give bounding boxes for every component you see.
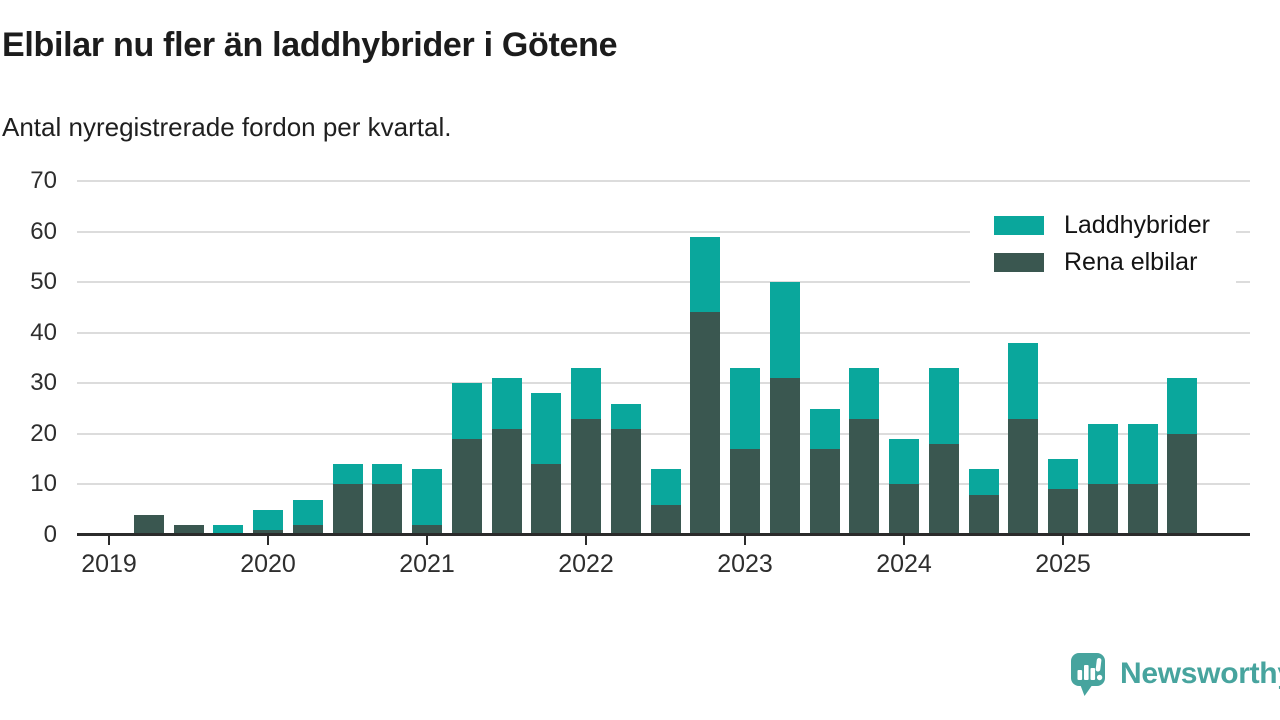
bar-segment-2020-q2-rena-elbilar — [292, 524, 323, 535]
legend-item-laddhybrider: Laddhybrider — [994, 210, 1236, 240]
bar-segment-2020-q3-rena-elbilar — [332, 484, 363, 535]
bar-segment-2024-q1-laddhybrider — [889, 438, 919, 485]
bar-segment-2021-q4-laddhybrider — [531, 393, 562, 465]
legend-label-rena-elbilar: Rena elbilar — [1064, 248, 1198, 276]
bar-segment-2019-q4-laddhybrider — [213, 524, 244, 535]
bar-segment-2025-q3-rena-elbilar — [1127, 484, 1158, 535]
bar-segment-2019-q2-rena-elbilar — [133, 514, 164, 535]
x-axis-tick — [1062, 536, 1064, 545]
bar-segment-2023-q2-rena-elbilar — [769, 378, 800, 535]
legend-swatch-laddhybrider-icon — [994, 215, 1044, 235]
bar-segment-2023-q1-laddhybrider — [730, 368, 760, 450]
x-axis-label: 2022 — [558, 550, 614, 578]
y-axis-label: 60 — [30, 217, 57, 245]
legend-swatch-rena-elbilar-icon — [994, 252, 1044, 272]
bar-segment-2023-q2-laddhybrider — [769, 282, 800, 379]
x-axis-label: 2023 — [717, 550, 773, 578]
bar-segment-2024-q4-rena-elbilar — [1008, 418, 1039, 535]
bar-segment-2025-q2-laddhybrider — [1087, 423, 1118, 485]
bar-segment-2023-q4-rena-elbilar — [849, 418, 880, 535]
bar-segment-2023-q1-rena-elbilar — [730, 449, 760, 535]
bar-segment-2022-q1-rena-elbilar — [571, 418, 601, 535]
gridline — [77, 180, 1250, 182]
x-axis-tick — [108, 536, 110, 545]
x-axis-label: 2020 — [240, 550, 296, 578]
bar-segment-2021-q3-rena-elbilar — [491, 428, 522, 535]
bar-segment-2024-q1-rena-elbilar — [889, 484, 919, 535]
bar-segment-2024-q2-laddhybrider — [928, 368, 959, 444]
bar-segment-2025-q1-laddhybrider — [1048, 459, 1078, 490]
x-axis-line — [77, 533, 1250, 536]
x-axis-label: 2019 — [81, 550, 137, 578]
y-axis-label: 0 — [43, 521, 57, 548]
bar-segment-2019-q3-rena-elbilar — [173, 524, 204, 535]
gridline — [77, 432, 1250, 435]
bar-segment-2022-q2-rena-elbilar — [610, 428, 641, 535]
legend-item-rena-elbilar: Rena elbilar — [994, 247, 1236, 277]
bar-segment-2022-q4-laddhybrider — [690, 236, 721, 313]
bar-segment-2025-q4-rena-elbilar — [1167, 433, 1198, 535]
bar-segment-2023-q3-rena-elbilar — [809, 449, 840, 535]
gridline — [77, 331, 1250, 334]
bar-segment-2022-q3-rena-elbilar — [650, 504, 681, 535]
y-axis-label: 50 — [30, 268, 57, 296]
bar-segment-2021-q4-rena-elbilar — [531, 464, 562, 535]
bar-segment-2020-q4-rena-elbilar — [372, 484, 403, 535]
bar-segment-2023-q4-laddhybrider — [849, 368, 880, 419]
bar-segment-2020-q2-laddhybrider — [292, 499, 323, 525]
y-axis-label: 20 — [30, 419, 57, 447]
gridline — [77, 230, 1250, 233]
chart-legend: Laddhybrider Rena elbilar — [970, 196, 1236, 284]
bar-segment-2021-q1-rena-elbilar — [412, 524, 442, 535]
x-axis-label: 2025 — [1035, 550, 1091, 578]
gridline — [77, 281, 1250, 284]
bar-segment-2024-q4-laddhybrider — [1008, 342, 1039, 419]
x-axis-tick — [267, 536, 269, 545]
bar-segment-2020-q3-laddhybrider — [332, 464, 363, 485]
bar-segment-2024-q2-rena-elbilar — [928, 443, 959, 535]
bar-segment-2020-q1-laddhybrider — [253, 509, 283, 530]
newsworthy-brand-name: Newsworthy — [1120, 657, 1280, 690]
bar-segment-2022-q2-laddhybrider — [610, 403, 641, 429]
bar-segment-2021-q2-laddhybrider — [451, 383, 482, 439]
bar-segment-2022-q4-rena-elbilar — [690, 312, 721, 535]
bar-segment-2021-q1-laddhybrider — [412, 469, 442, 525]
bar-segment-2020-q1-rena-elbilar — [253, 529, 283, 535]
bar-segment-2024-q3-laddhybrider — [968, 469, 999, 495]
x-axis-label: 2021 — [399, 550, 455, 578]
newsworthy-logo-icon — [1071, 653, 1105, 696]
bar-segment-2025-q4-laddhybrider — [1167, 378, 1198, 434]
chart-title: Elbilar nu fler än laddhybrider i Götene — [2, 26, 618, 64]
x-axis-tick — [903, 536, 905, 545]
x-axis-tick — [426, 536, 428, 545]
y-axis-label: 10 — [30, 470, 57, 498]
newsworthy-brand-link[interactable]: Newsworthy — [1070, 650, 1280, 698]
chart-subtitle: Antal nyregistrerade fordon per kvartal. — [2, 112, 452, 142]
bar-segment-2025-q1-rena-elbilar — [1048, 489, 1078, 535]
gridline — [77, 382, 1250, 385]
y-axis-label: 40 — [30, 318, 57, 346]
bar-segment-2024-q3-rena-elbilar — [968, 494, 999, 535]
y-axis-label: 70 — [30, 167, 57, 194]
bar-segment-2021-q2-rena-elbilar — [451, 438, 482, 535]
legend-label-laddhybrider: Laddhybrider — [1064, 211, 1210, 239]
x-axis-tick — [744, 536, 746, 545]
x-axis-label: 2024 — [876, 550, 932, 578]
bar-segment-2022-q1-laddhybrider — [571, 368, 601, 419]
bar-segment-2025-q2-rena-elbilar — [1087, 484, 1118, 535]
x-axis-tick — [585, 536, 587, 545]
bar-segment-2021-q3-laddhybrider — [491, 378, 522, 429]
y-axis-label: 30 — [30, 369, 57, 397]
bar-segment-2022-q3-laddhybrider — [650, 469, 681, 505]
bar-segment-2020-q4-laddhybrider — [372, 464, 403, 485]
bar-segment-2023-q3-laddhybrider — [809, 408, 840, 450]
bar-segment-2025-q3-laddhybrider — [1127, 423, 1158, 485]
